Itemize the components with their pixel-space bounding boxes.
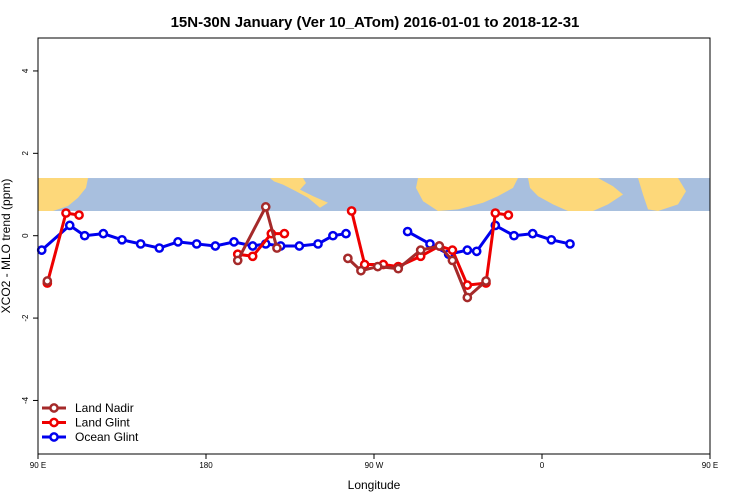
legend-label: Ocean Glint [75, 430, 139, 444]
ocean-glint-point [154, 243, 165, 253]
land-nadir-point [415, 245, 426, 255]
ocean-glint-point [247, 241, 258, 251]
ocean-glint-point [471, 246, 482, 257]
x-axis-label: Longitude [348, 478, 401, 492]
ocean-glint-point [509, 230, 519, 241]
land-glint-point [74, 210, 84, 220]
land-glint-line [45, 211, 80, 284]
legend-item-ocean-glint: Ocean Glint [42, 430, 139, 444]
y-tick-label: 4 [21, 68, 30, 73]
land-nadir-point [260, 202, 271, 212]
x-tick-label: 180 [199, 461, 213, 470]
ocean-glint-point [36, 245, 47, 255]
y-tick-label: -4 [21, 396, 30, 404]
chart-title: 15N-30N January (Ver 10_ATom) 2016-01-01… [171, 14, 580, 31]
ocean-glint-point [313, 239, 323, 249]
ocean-glint-point [527, 228, 538, 239]
x-tick-label: 90 E [702, 461, 718, 470]
ocean-glint-point [117, 234, 127, 245]
ocean-glint-point [79, 230, 90, 241]
legend-item-land-glint: Land Glint [42, 416, 130, 430]
y-tick-label: 0 [21, 233, 30, 238]
legend-marker [49, 403, 59, 413]
land-glint-point [346, 206, 357, 216]
ocean-glint-point [191, 239, 202, 249]
land-glint-point [279, 228, 290, 239]
land-glint-point [247, 251, 258, 262]
ocean-glint-point [341, 228, 351, 239]
x-tick-label: 90 E [30, 461, 46, 470]
land-nadir-point [356, 265, 366, 276]
x-tick-label: 90 W [365, 461, 384, 470]
land-mass [416, 178, 518, 211]
land-glint-point [447, 245, 458, 255]
map-background-strip [38, 178, 710, 211]
ocean-glint-point [294, 241, 305, 251]
legend-label: Land Nadir [75, 401, 134, 415]
legend-marker [49, 432, 59, 442]
legend-label: Land Glint [75, 416, 130, 430]
land-glint-line [237, 232, 285, 258]
ocean-glint-point [210, 241, 221, 251]
land-glint-point [503, 210, 514, 220]
ocean-glint-point [546, 234, 557, 245]
x-tick-label: 0 [540, 461, 545, 470]
land-mass [528, 178, 623, 211]
x-axis: 90 E 180 90 W 0 90 E [30, 454, 718, 470]
y-axis: -4 -2 0 2 4 [21, 68, 38, 404]
legend-item-land-nadir: Land Nadir [42, 401, 134, 415]
land-mass [270, 178, 328, 208]
land-nadir-point [42, 276, 53, 286]
land-nadir-point [272, 243, 282, 253]
land-nadir-point [372, 261, 383, 272]
land-nadir-point [232, 255, 243, 266]
series-land-nadir [42, 202, 491, 303]
land-nadir-point [434, 241, 445, 251]
land-nadir-point [481, 276, 491, 286]
land-mass [38, 178, 88, 211]
land-nadir-point [447, 255, 458, 266]
ocean-glint-point [462, 245, 473, 255]
ocean-glint-point [173, 237, 183, 247]
land-mass [638, 178, 686, 211]
ocean-glint-point [64, 220, 75, 231]
y-tick-label: 2 [21, 151, 30, 156]
ocean-glint-point [229, 237, 239, 247]
y-axis-label: XCO2 - MLO trend (ppm) [0, 179, 13, 314]
ocean-glint-point [565, 239, 575, 249]
ocean-glint-point [402, 226, 413, 237]
land-glint-point [490, 208, 501, 218]
land-glint-point [61, 208, 71, 218]
land-nadir-point [343, 253, 353, 264]
land-nadir-point [393, 263, 404, 274]
ocean-glint-point [98, 228, 109, 239]
y-tick-label: -2 [21, 314, 30, 322]
land-nadir-point [462, 292, 473, 303]
series-layer [36, 202, 575, 303]
legend-marker [49, 417, 59, 428]
ocean-glint-point [135, 239, 146, 249]
ocean-glint-point [328, 230, 338, 241]
